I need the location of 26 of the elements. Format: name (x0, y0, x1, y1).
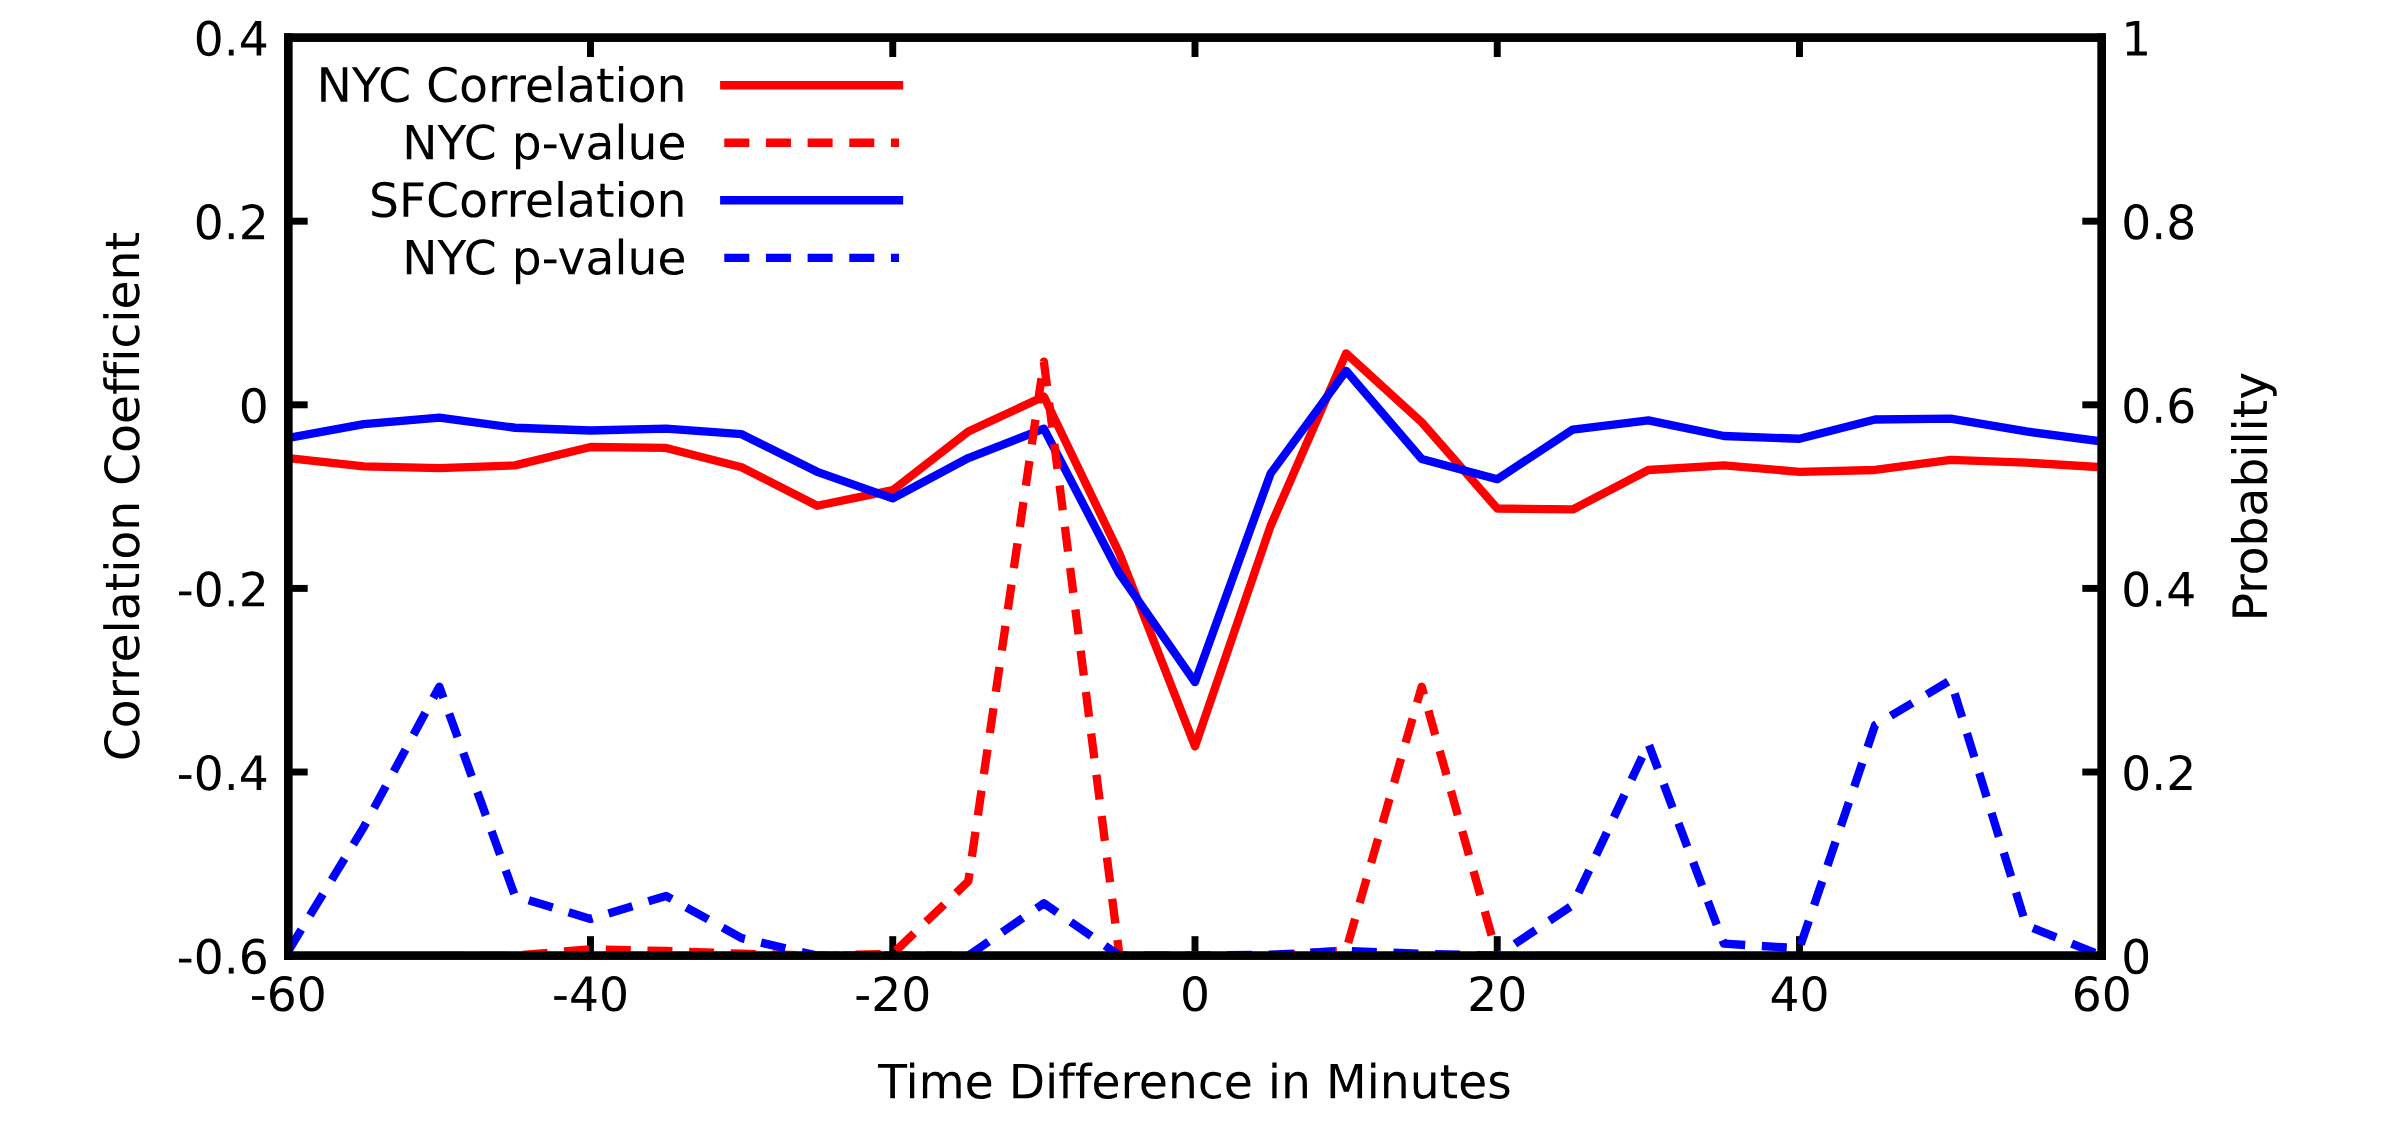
y-tick-label: -0.4 (178, 754, 267, 791)
legend-label: NYC p-value (406, 238, 684, 285)
x-tick-label: 20 (1470, 975, 1525, 1012)
legend-label: SFCorrelation (372, 180, 683, 218)
y2-tick-label: 0.6 (2124, 387, 2194, 424)
x-tick-label: -40 (554, 975, 626, 1012)
y-tick-label: 0.2 (196, 204, 265, 240)
x-tick-label: -20 (856, 975, 929, 1012)
y2-tick-label: 0.8 (2124, 204, 2194, 240)
y2-tick-label: 0.2 (2124, 754, 2192, 791)
x-tick-label: -60 (251, 975, 324, 1012)
legend-label: NYC Correlation (321, 65, 683, 103)
legend-label: NYC p-value (406, 123, 684, 170)
y-tick-label: 0.4 (196, 20, 267, 57)
y2-tick-label: 0 (2124, 938, 2149, 975)
y2-tick-label: 0.4 (2124, 571, 2194, 608)
x-axis-title: Time Difference in Minutes (878, 1062, 1510, 1099)
y-tick-label: -0.2 (178, 571, 265, 608)
y-tick-label: -0.6 (178, 938, 266, 975)
x-tick-label: 0 (1183, 975, 1207, 1012)
y-axis-title: Correlation Coefficient (103, 233, 140, 759)
x-tick-label: 40 (1771, 975, 1827, 1012)
y-tick-label: 0 (241, 387, 266, 424)
y2-tick-label: 1 (2126, 21, 2147, 56)
y2-axis-title: Probability (2231, 373, 2277, 617)
x-tick-label: 60 (2075, 975, 2129, 1012)
